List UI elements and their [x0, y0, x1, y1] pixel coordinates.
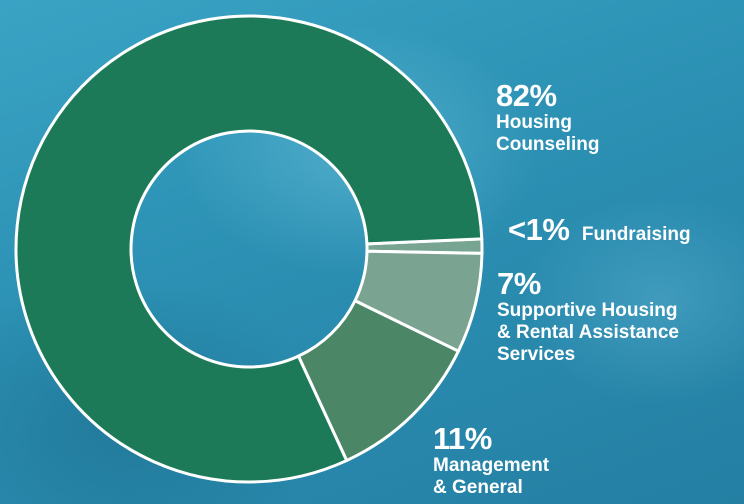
management-label-line-1: Management	[433, 455, 550, 476]
supportive-label-line-2: & Rental Assistance	[497, 322, 679, 343]
fundraising-percent: <1%	[508, 212, 570, 247]
donut-slices	[14, 14, 484, 484]
fundraising-label: Fundraising	[581, 224, 691, 245]
slice-housing-counseling	[14, 14, 484, 484]
management-percent: 11%	[433, 421, 492, 456]
label-management-general: 11% Management & General	[433, 423, 549, 499]
housing-percent: 82%	[496, 78, 557, 113]
supportive-label-line-3: Services	[497, 344, 576, 365]
housing-label-line-2: Counseling	[496, 134, 600, 155]
management-label-line-2: & General	[433, 477, 523, 498]
label-fundraising: <1% Fundraising	[508, 214, 691, 246]
label-supportive-housing: 7% Supportive Housing & Rental Assistanc…	[497, 268, 679, 366]
label-housing-counseling: 82% Housing Counseling	[496, 80, 599, 156]
supportive-label-line-1: Supportive Housing	[497, 300, 678, 321]
supportive-percent: 7%	[497, 266, 541, 301]
housing-label-line-1: Housing	[496, 112, 572, 133]
